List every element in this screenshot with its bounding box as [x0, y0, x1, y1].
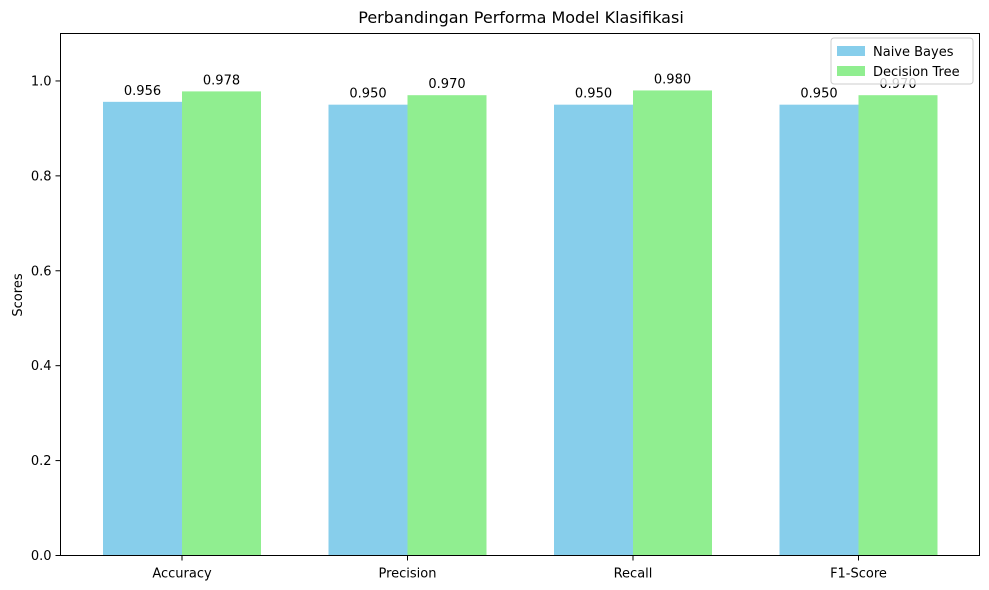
bar-value-label: 0.950 [575, 87, 612, 102]
legend-label: Decision Tree [873, 65, 960, 80]
bar-naive-bayes-precision [328, 104, 408, 556]
bar-decision-tree-f1-score [858, 95, 938, 556]
x-tick-label: Recall [614, 567, 653, 582]
y-tick-label: 0.8 [31, 169, 52, 184]
legend-box [830, 37, 974, 85]
bars-group [103, 90, 938, 556]
bar-naive-bayes-accuracy [103, 101, 182, 556]
bar-value-label: 0.950 [800, 87, 837, 102]
y-tick-label: 0.2 [31, 454, 52, 469]
x-tick-label: Precision [378, 567, 436, 582]
bar-naive-bayes-f1-score [779, 104, 859, 556]
chart-title: Perbandingan Performa Model Klasifikasi [358, 8, 684, 27]
legend: Naive Bayes Decision Tree [830, 37, 974, 85]
y-axis: 0.0 0.2 0.4 0.6 0.8 1.0 [31, 74, 61, 564]
x-tick-label: F1-Score [830, 567, 887, 582]
bar-value-label: 0.978 [203, 73, 240, 88]
bar-naive-bayes-recall [554, 104, 633, 556]
legend-label: Naive Bayes [873, 45, 954, 60]
y-tick-label: 0.6 [31, 264, 52, 279]
y-tick-label: 0.0 [31, 549, 52, 564]
bar-decision-tree-recall [633, 90, 712, 556]
legend-swatch [837, 66, 865, 76]
x-axis: Accuracy Precision Recall F1-Score [152, 555, 887, 582]
y-tick-label: 0.4 [31, 359, 52, 374]
y-axis-label: Scores [11, 273, 26, 316]
y-tick-label: 1.0 [31, 74, 52, 89]
bar-value-label: 0.980 [654, 72, 691, 87]
plot-frame [60, 33, 980, 556]
legend-swatch [837, 46, 865, 56]
bar-value-label: 0.970 [428, 77, 465, 92]
bar-decision-tree-accuracy [182, 91, 261, 556]
bar-value-label: 0.950 [349, 87, 386, 102]
bar-value-label: 0.956 [124, 84, 161, 99]
x-tick-label: Accuracy [152, 567, 212, 582]
bar-decision-tree-precision [407, 95, 487, 556]
